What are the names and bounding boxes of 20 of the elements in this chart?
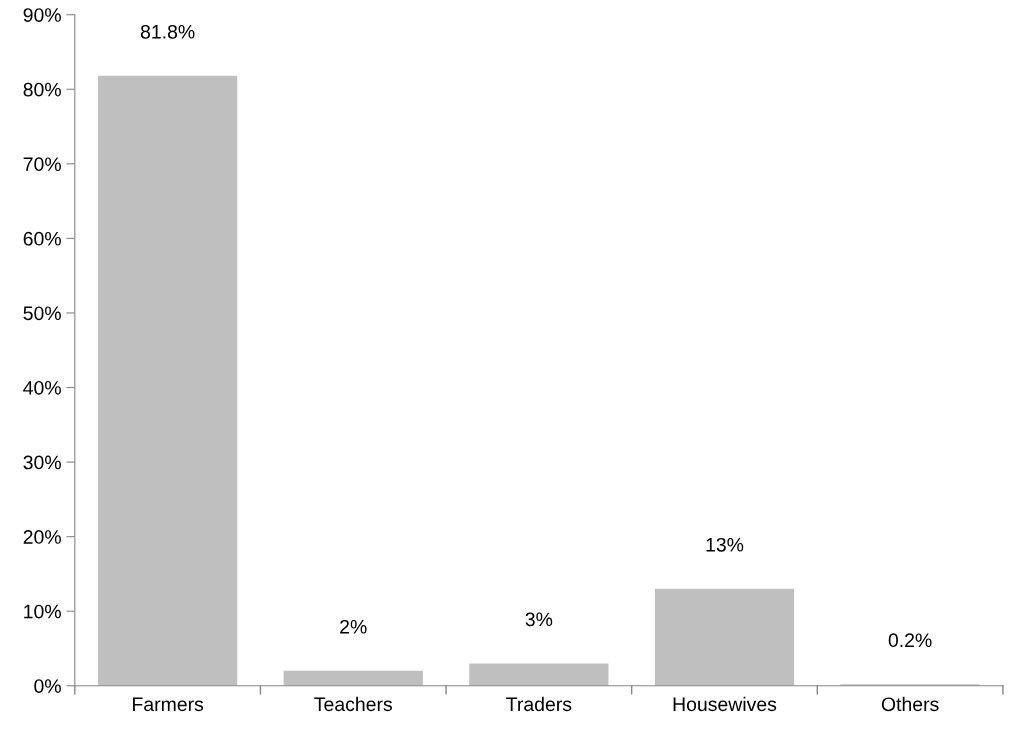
y-tick-label: 10% — [24, 604, 61, 619]
y-tick-label: 60% — [23, 231, 61, 246]
data-label: 81.8% — [140, 24, 195, 39]
data-label: 3% — [525, 612, 553, 627]
y-tick-label: 90% — [23, 8, 61, 22]
y-tick-label: 70% — [23, 157, 61, 172]
x-tick-label: Housewives — [673, 696, 777, 712]
y-tick-label: 80% — [23, 82, 61, 97]
x-tick-label: Teachers — [314, 696, 392, 712]
y-tick-label: 30% — [23, 455, 61, 470]
x-tick-label: Farmers — [133, 697, 204, 712]
data-label: 2% — [340, 619, 367, 634]
y-tick-label: 40% — [23, 380, 61, 395]
y-tick-label: 50% — [23, 306, 61, 321]
y-tick-label: 20% — [23, 530, 61, 544]
data-label: 13% — [706, 537, 744, 552]
x-tick-label: Traders — [506, 696, 572, 712]
data-label: 0.2% — [888, 633, 932, 648]
x-tick-label: Others — [881, 696, 939, 712]
y-tick-label: 0% — [34, 679, 61, 693]
